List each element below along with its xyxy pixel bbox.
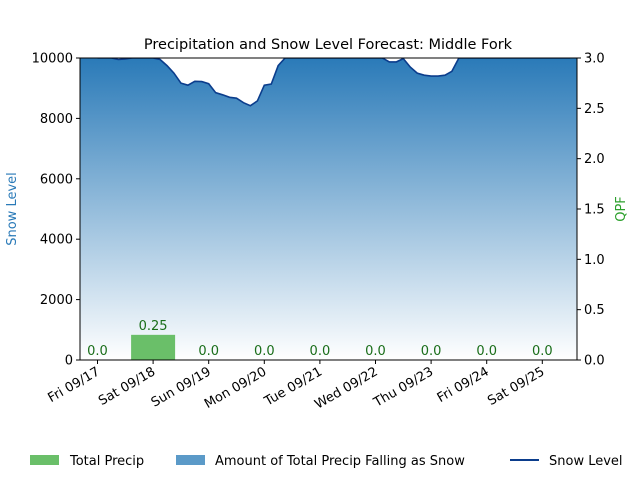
chart-title: Precipitation and Snow Level Forecast: M…	[144, 37, 513, 53]
right-tick-label: 2.0	[584, 152, 605, 167]
right-tick-label: 0.5	[584, 303, 605, 318]
left-tick-label: 2000	[40, 293, 73, 308]
snow-level-line	[97, 58, 571, 107]
x-tick-label: Sat 09/25	[485, 364, 547, 408]
right-tick-label: 3.0	[584, 52, 605, 67]
x-tick-label: Fri 09/24	[435, 364, 492, 406]
right-tick-label: 1.0	[584, 253, 605, 268]
qpf-bar-label: 0.0	[365, 344, 386, 359]
x-tick-label: Thu 09/23	[371, 364, 437, 410]
legend-label-snow-precip: Amount of Total Precip Falling as Snow	[215, 454, 465, 469]
left-tick-label: 6000	[40, 172, 73, 187]
qpf-bar-label: 0.25	[139, 319, 168, 334]
left-tick-label: 0	[65, 354, 73, 369]
qpf-bar-label: 0.0	[421, 344, 442, 359]
legend-swatch-snow-precip	[176, 455, 205, 465]
qpf-bar-label: 0.0	[476, 344, 497, 359]
qpf-bar-label: 0.0	[532, 344, 553, 359]
legend-label-snow-level: Snow Level	[549, 454, 623, 469]
left-tick-label: 4000	[40, 233, 73, 248]
right-tick-label: 2.5	[584, 102, 605, 117]
right-tick-label: 0.0	[584, 354, 605, 369]
left-tick-label: 10000	[32, 52, 73, 67]
x-tick-label: Fri 09/17	[46, 364, 103, 406]
left-axis-label: Snow Level	[5, 172, 20, 246]
x-tick-label: Wed 09/22	[312, 364, 380, 412]
qpf-bar-label: 0.0	[310, 344, 331, 359]
right-axis-label: QPF	[614, 196, 629, 222]
qpf-bar-label: 0.0	[254, 344, 275, 359]
left-tick-label: 8000	[40, 112, 73, 127]
qpf-bar	[131, 334, 176, 360]
snow-fill-area	[80, 58, 577, 360]
legend-swatch-total-precip	[30, 455, 59, 465]
x-tick-label: Sat 09/18	[96, 364, 158, 408]
qpf-bar-label: 0.0	[87, 344, 108, 359]
x-tick-label: Mon 09/20	[202, 364, 269, 411]
legend-label-total-precip: Total Precip	[69, 454, 144, 469]
qpf-bar-label: 0.0	[198, 344, 219, 359]
right-tick-label: 1.5	[584, 203, 605, 218]
